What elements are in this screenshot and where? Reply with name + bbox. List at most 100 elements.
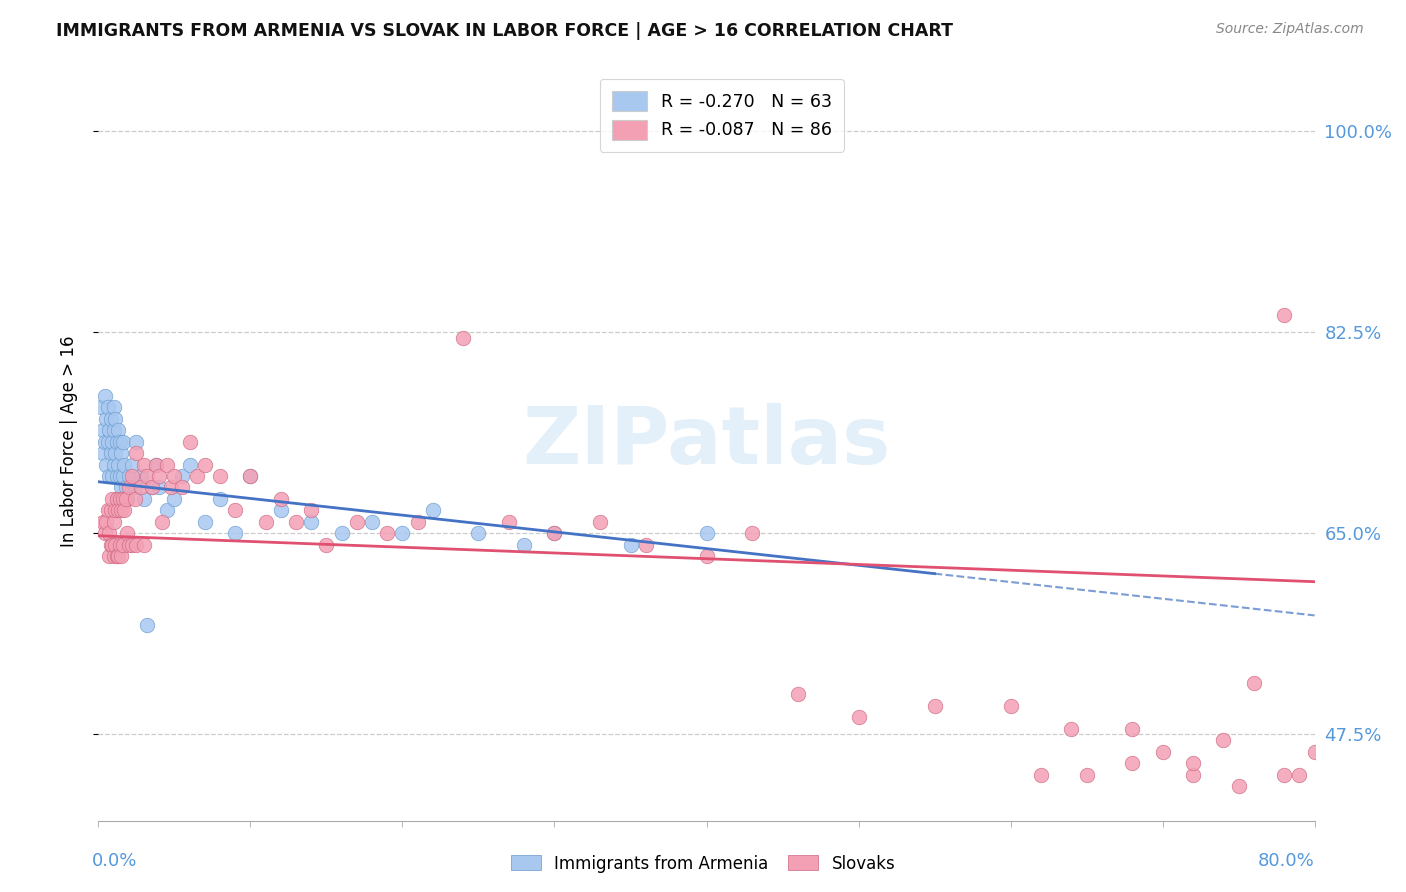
Point xyxy=(170,469,193,483)
Point xyxy=(150,515,173,529)
Point xyxy=(270,503,292,517)
Point xyxy=(361,515,384,529)
Point xyxy=(93,388,115,402)
Point xyxy=(924,698,946,713)
Text: IMMIGRANTS FROM ARMENIA VS SLOVAK IN LABOR FORCE | AGE > 16 CORRELATION CHART: IMMIGRANTS FROM ARMENIA VS SLOVAK IN LAB… xyxy=(56,22,953,40)
Point xyxy=(103,423,125,437)
Point xyxy=(118,538,141,552)
Point xyxy=(786,687,808,701)
Point xyxy=(104,446,127,460)
Point xyxy=(96,503,118,517)
Point xyxy=(375,526,398,541)
Point xyxy=(179,434,201,449)
Point xyxy=(254,515,277,529)
Point xyxy=(107,549,129,564)
Point xyxy=(141,481,163,495)
Point xyxy=(1272,308,1295,322)
Point xyxy=(100,411,122,425)
Text: 80.0%: 80.0% xyxy=(1258,852,1315,870)
Point xyxy=(132,491,155,506)
Point xyxy=(1212,733,1234,747)
Point xyxy=(1152,745,1174,759)
Point xyxy=(125,446,148,460)
Point xyxy=(209,491,232,506)
Point xyxy=(543,526,565,541)
Point xyxy=(100,503,122,517)
Point xyxy=(148,469,170,483)
Point xyxy=(186,469,208,483)
Point xyxy=(104,503,127,517)
Point xyxy=(467,526,489,541)
Point xyxy=(156,503,179,517)
Point xyxy=(696,526,718,541)
Point xyxy=(132,458,155,472)
Point xyxy=(107,458,129,472)
Point xyxy=(108,538,131,552)
Point xyxy=(741,526,763,541)
Point xyxy=(108,469,131,483)
Point xyxy=(1121,756,1143,771)
Point xyxy=(422,503,444,517)
Point xyxy=(132,538,155,552)
Point xyxy=(1303,745,1326,759)
Point xyxy=(170,481,193,495)
Point xyxy=(94,458,117,472)
Point xyxy=(110,503,132,517)
Point xyxy=(107,503,129,517)
Point xyxy=(105,491,128,506)
Point xyxy=(111,538,134,552)
Point xyxy=(1288,767,1310,781)
Point xyxy=(111,434,134,449)
Point xyxy=(543,526,565,541)
Point xyxy=(1060,722,1083,736)
Point xyxy=(330,526,353,541)
Point xyxy=(1182,756,1205,771)
Legend: Immigrants from Armenia, Slovaks: Immigrants from Armenia, Slovaks xyxy=(503,848,903,880)
Point xyxy=(91,515,114,529)
Point xyxy=(93,434,115,449)
Point xyxy=(103,549,125,564)
Point xyxy=(114,481,136,495)
Point xyxy=(112,458,135,472)
Point xyxy=(125,538,148,552)
Point xyxy=(224,526,246,541)
Text: 0.0%: 0.0% xyxy=(91,852,136,870)
Point xyxy=(98,469,121,483)
Point xyxy=(101,434,124,449)
Text: ZIPatlas: ZIPatlas xyxy=(523,402,890,481)
Point xyxy=(104,411,127,425)
Point xyxy=(100,538,122,552)
Point xyxy=(239,469,262,483)
Point xyxy=(156,458,179,472)
Point xyxy=(194,515,217,529)
Point xyxy=(103,400,125,414)
Point xyxy=(346,515,368,529)
Point xyxy=(1029,767,1052,781)
Point xyxy=(1227,779,1250,793)
Point xyxy=(105,434,128,449)
Point xyxy=(285,515,308,529)
Point xyxy=(101,538,124,552)
Point xyxy=(94,411,117,425)
Point xyxy=(108,491,131,506)
Point xyxy=(114,491,136,506)
Point xyxy=(90,400,112,414)
Point xyxy=(108,434,131,449)
Point xyxy=(1121,722,1143,736)
Point xyxy=(145,458,167,472)
Point xyxy=(589,515,612,529)
Point xyxy=(101,491,124,506)
Point xyxy=(124,481,146,495)
Point xyxy=(224,503,246,517)
Point xyxy=(103,515,125,529)
Point xyxy=(1272,767,1295,781)
Point xyxy=(270,491,292,506)
Point xyxy=(110,549,132,564)
Text: Source: ZipAtlas.com: Source: ZipAtlas.com xyxy=(1216,22,1364,37)
Point xyxy=(299,515,322,529)
Point xyxy=(112,503,135,517)
Point xyxy=(98,423,121,437)
Point xyxy=(105,469,128,483)
Point xyxy=(634,538,657,552)
Point xyxy=(94,515,117,529)
